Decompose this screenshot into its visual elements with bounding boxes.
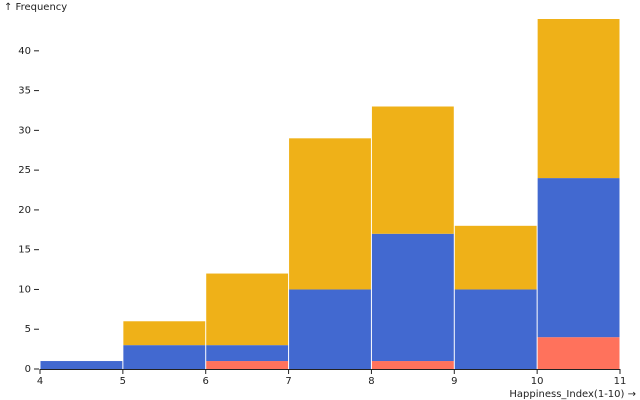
- x-tick-label: 8: [368, 376, 374, 387]
- x-tick-label: 4: [37, 376, 43, 387]
- y-tick-label: 40: [18, 46, 31, 57]
- y-tick-label: 15: [18, 245, 31, 256]
- bar: [371, 106, 454, 234]
- bar: [289, 289, 371, 369]
- bar: [537, 337, 620, 369]
- bar: [289, 138, 371, 290]
- y-tick-label: 10: [18, 284, 31, 295]
- bar: [40, 361, 123, 369]
- bar: [123, 321, 206, 346]
- y-axis-label: ↑ Frequency: [4, 2, 67, 13]
- x-axis-label: Happiness_Index(1-10) →: [509, 389, 636, 400]
- x-tick-label: 11: [614, 376, 627, 387]
- y-tick-label: 0: [25, 364, 31, 375]
- bar: [206, 273, 289, 346]
- bar: [123, 345, 206, 369]
- y-tick-label: 30: [18, 125, 31, 136]
- bar: [371, 361, 454, 369]
- y-tick-label: 35: [18, 86, 31, 97]
- bar: [371, 233, 454, 362]
- bar: [454, 225, 537, 290]
- bar: [537, 19, 620, 179]
- x-tick-label: 9: [451, 376, 457, 387]
- bar: [206, 345, 289, 362]
- x-tick-label: 10: [531, 376, 544, 387]
- bar: [454, 289, 537, 369]
- y-tick-label: 20: [18, 205, 31, 216]
- bar: [206, 361, 289, 369]
- x-tick-label: 6: [203, 376, 209, 387]
- x-tick-label: 5: [120, 376, 126, 387]
- x-tick-label: 7: [285, 376, 291, 387]
- y-tick-label: 25: [18, 165, 31, 176]
- y-tick-label: 5: [25, 324, 31, 335]
- bar: [537, 178, 620, 338]
